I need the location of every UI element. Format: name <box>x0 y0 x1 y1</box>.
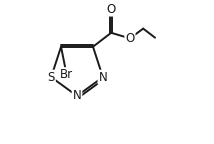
Text: S: S <box>48 71 55 84</box>
Text: O: O <box>125 32 135 45</box>
Text: Br: Br <box>60 68 73 81</box>
Text: O: O <box>107 3 116 16</box>
Text: N: N <box>98 71 107 84</box>
Text: N: N <box>73 89 81 102</box>
